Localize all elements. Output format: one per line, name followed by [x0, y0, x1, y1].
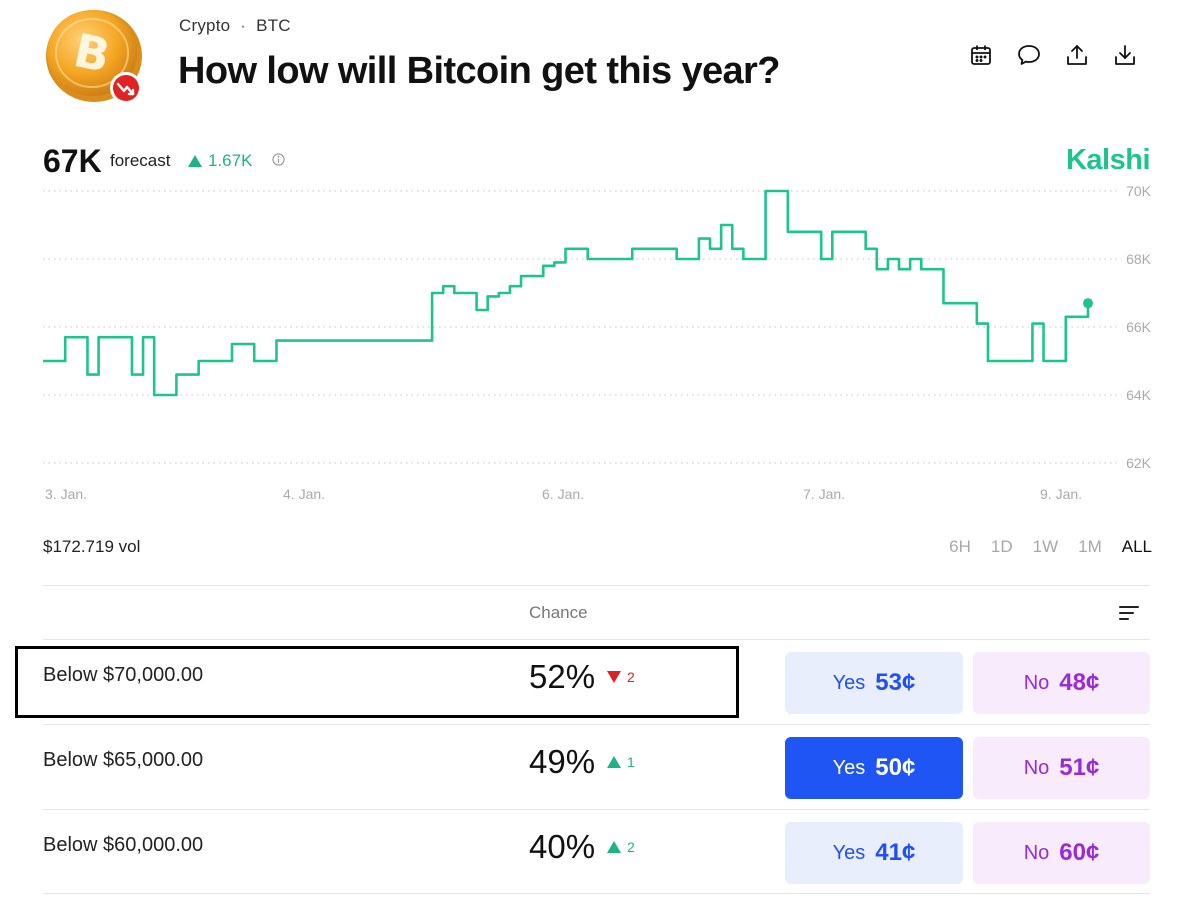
download-icon[interactable]: [1112, 40, 1138, 70]
chance-column-header: Chance: [529, 603, 588, 622]
volume-text: $172.719 vol: [43, 537, 141, 556]
x-tick-label: 4. Jan.: [283, 486, 325, 502]
share-icon[interactable]: [1064, 40, 1090, 70]
market-change: 2: [607, 669, 635, 685]
range-1w[interactable]: 1W: [1032, 537, 1059, 556]
triangle-down-icon: [607, 671, 621, 683]
y-tick-label: 68K: [1126, 251, 1152, 267]
market-chance: 52%: [529, 658, 596, 695]
info-icon[interactable]: [272, 153, 285, 166]
market-row[interactable]: Below $65,000.00 49% 1 Yes 50¢ No 51¢: [43, 725, 1150, 809]
x-tick-label: 9. Jan.: [1040, 486, 1082, 502]
no-label: No: [1023, 756, 1050, 779]
triangle-up-icon: [607, 756, 621, 768]
triangle-up-icon: [188, 155, 202, 167]
yes-label: Yes: [832, 841, 866, 864]
selection-highlight: [15, 646, 739, 718]
action-toolbar: [968, 40, 1138, 70]
market-row[interactable]: Below $70,000.00 52% 2 Yes 53¢ No 48¢: [43, 640, 1150, 724]
breadcrumb: Crypto · BTC: [179, 16, 291, 36]
market-change: 2: [607, 839, 635, 855]
breadcrumb-subcategory[interactable]: BTC: [256, 16, 291, 35]
no-price: 51¢: [1059, 754, 1100, 781]
divider: [43, 724, 1150, 725]
yes-price: 50¢: [875, 754, 916, 781]
yes-button[interactable]: Yes 41¢: [785, 822, 963, 884]
market-chance: 40%: [529, 828, 596, 865]
y-tick-label: 66K: [1126, 319, 1152, 335]
market-row[interactable]: Below $60,000.00 40% 2 Yes 41¢ No 60¢: [43, 810, 1150, 894]
y-tick-label: 62K: [1126, 455, 1152, 471]
x-tick-label: 7. Jan.: [803, 486, 845, 502]
calendar-icon[interactable]: [968, 40, 994, 70]
breadcrumb-separator: ·: [240, 16, 247, 35]
market-label: Below $65,000.00: [43, 749, 204, 771]
price-line: [43, 189, 1090, 397]
triangle-up-icon: [607, 841, 621, 853]
market-change-value: 2: [627, 839, 635, 855]
no-button[interactable]: No 48¢: [973, 652, 1150, 714]
market-change: 1: [607, 754, 635, 770]
no-label: No: [1023, 841, 1050, 864]
divider: [43, 639, 1150, 640]
yes-price: 53¢: [875, 669, 916, 696]
y-tick-label: 70K: [1126, 183, 1152, 199]
divider: [43, 585, 1150, 586]
divider: [43, 809, 1150, 810]
page-title: How low will Bitcoin get this year?: [178, 50, 780, 92]
brand-logo: Kalshi: [1065, 144, 1151, 176]
market-label: Below $70,000.00: [43, 664, 204, 686]
range-all[interactable]: ALL: [1121, 537, 1152, 556]
range-1m[interactable]: 1M: [1078, 537, 1102, 556]
no-button[interactable]: No 51¢: [973, 737, 1150, 799]
x-tick-label: 3. Jan.: [45, 486, 87, 502]
yes-button[interactable]: Yes 50¢: [785, 737, 963, 799]
yes-label: Yes: [832, 671, 866, 694]
x-tick-label: 6. Jan.: [542, 486, 584, 502]
price-chart: 70K 68K 66K 64K 62K 3. Jan. 4. Jan. 6. Jan. 7. J…: [43, 183, 1152, 502]
forecast-value: 67K: [43, 143, 102, 179]
breadcrumb-category[interactable]: Crypto: [179, 16, 231, 35]
forecast-label: forecast: [110, 151, 171, 170]
market-change-value: 1: [627, 754, 635, 770]
y-tick-label: 64K: [1126, 387, 1152, 403]
latest-point-marker: [1083, 298, 1093, 309]
market-change-value: 2: [627, 669, 635, 685]
no-button[interactable]: No 60¢: [973, 822, 1150, 884]
no-label: No: [1023, 671, 1050, 694]
yes-button[interactable]: Yes 53¢: [785, 652, 963, 714]
market-label: Below $60,000.00: [43, 834, 204, 856]
range-1d[interactable]: 1D: [990, 537, 1013, 556]
market-chance: 49%: [529, 743, 596, 780]
sort-icon[interactable]: [1118, 603, 1140, 623]
range-6h[interactable]: 6H: [949, 537, 971, 556]
forecast-delta-value: 1.67K: [208, 151, 253, 170]
no-price: 48¢: [1059, 669, 1100, 696]
time-range-selector: 6H 1D 1W 1M ALL: [929, 537, 1152, 557]
forecast-delta: 1.67K: [188, 151, 252, 171]
no-price: 60¢: [1059, 839, 1100, 866]
bitcoin-logo: B: [44, 6, 148, 106]
yes-price: 41¢: [875, 839, 916, 866]
divider: [43, 893, 1150, 894]
yes-label: Yes: [832, 756, 866, 779]
comment-icon[interactable]: [1016, 40, 1042, 70]
